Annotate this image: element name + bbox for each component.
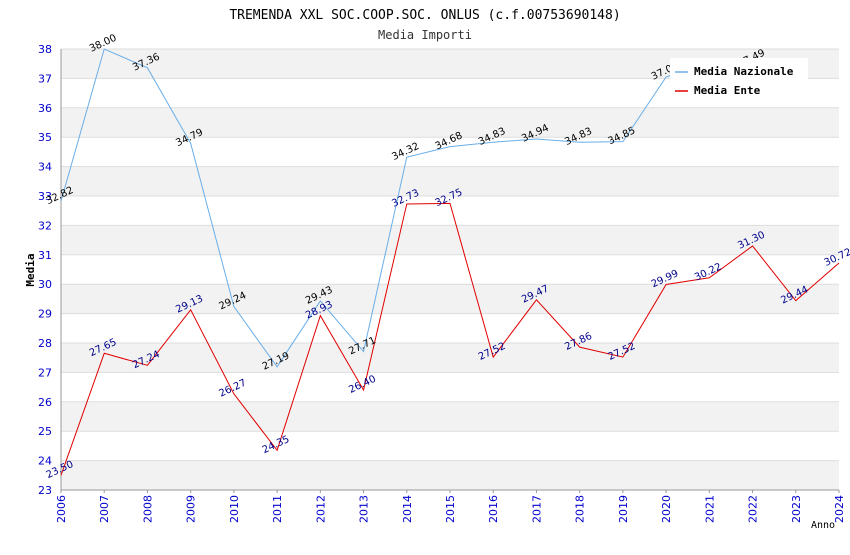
grid-band <box>61 401 839 432</box>
y-tick-label: 30 <box>38 278 52 291</box>
legend-label-nazionale: Media Nazionale <box>694 65 794 78</box>
y-tick-label: 33 <box>38 190 52 203</box>
y-tick-label: 23 <box>38 484 52 497</box>
y-tick-label: 31 <box>38 249 52 262</box>
data-label-ente: 26.40 <box>347 374 378 396</box>
chart-subtitle: Media Importi <box>378 28 472 42</box>
y-tick-label: 34 <box>38 161 52 174</box>
x-tick-label: 2020 <box>660 495 673 523</box>
y-tick-label: 36 <box>38 102 52 115</box>
grid-band <box>61 107 839 138</box>
y-tick-label: 27 <box>38 366 52 379</box>
grid-band <box>61 166 839 196</box>
y-tick-label: 25 <box>38 425 52 438</box>
y-tick-label: 29 <box>38 308 52 321</box>
legend-background <box>670 58 808 101</box>
grid-band <box>61 460 839 490</box>
y-tick-label: 32 <box>38 219 52 232</box>
legend: Media Nazionale Media Ente <box>670 58 808 101</box>
x-tick-label: 2008 <box>141 495 154 523</box>
axes <box>60 49 840 493</box>
x-tick-label: 2021 <box>703 495 716 523</box>
y-tick-label: 26 <box>38 396 52 409</box>
x-tick-labels: 2006 2007 2008 2009 2010 2011 2012 2013 2014 2015… <box>55 495 846 523</box>
x-tick-label: 2018 <box>574 495 587 523</box>
x-tick-label: 2023 <box>790 495 803 523</box>
x-tick-label: 2013 <box>358 495 371 523</box>
x-tick-label: 2014 <box>401 495 414 523</box>
data-label-ente: 26.27 <box>218 378 249 400</box>
y-tick-labels: 23 24 25 26 27 28 29 30 31 32 33 34 35 36 37 38 <box>38 43 52 497</box>
x-tick-label: 2015 <box>444 495 457 523</box>
y-tick-label: 35 <box>38 131 52 144</box>
y-tick-label: 37 <box>38 72 52 85</box>
y-tick-label: 38 <box>38 43 52 56</box>
data-label-ente: 24.35 <box>261 434 292 456</box>
x-tick-label: 2022 <box>747 495 760 523</box>
grid-bands <box>61 49 839 490</box>
chart-title: TREMENDA XXL SOC.COOP.SOC. ONLUS (c.f.00… <box>229 8 620 23</box>
data-label-nazionale: 32.82 <box>45 185 76 207</box>
y-tick-label: 28 <box>38 337 52 350</box>
x-tick-label: 2006 <box>55 495 68 523</box>
x-tick-label: 2017 <box>530 495 543 523</box>
series-line-nazionale <box>60 48 710 368</box>
x-tick-label: 2016 <box>487 495 500 523</box>
y-axis-label: Media <box>24 253 37 286</box>
grid-band <box>61 225 839 255</box>
x-tick-label: 2011 <box>271 495 284 523</box>
y-tick-label: 24 <box>38 455 52 468</box>
data-label-ente: 30.22 <box>693 261 724 283</box>
grid-band <box>61 284 839 314</box>
x-axis-label: Anno <box>811 520 835 531</box>
x-tick-label: 2007 <box>98 495 111 523</box>
series-line-ente <box>60 202 840 476</box>
x-tick-label: 2012 <box>314 495 327 523</box>
x-tick-label: 2010 <box>228 495 241 523</box>
x-tick-label: 2024 <box>833 495 846 523</box>
x-tick-label: 2009 <box>185 495 198 523</box>
series-lines <box>60 48 840 476</box>
x-tick-label: 2019 <box>617 495 630 523</box>
grid-band <box>61 343 839 373</box>
legend-label-ente: Media Ente <box>694 84 761 97</box>
